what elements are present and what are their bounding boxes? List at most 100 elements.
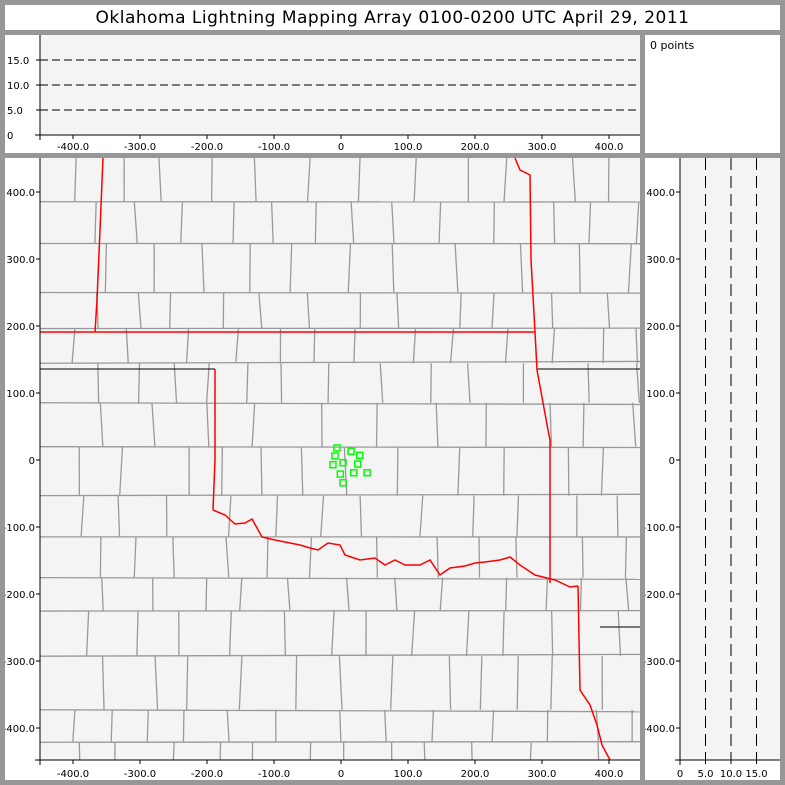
state-border-texas-east	[577, 585, 611, 761]
y-tick-label: -100.0	[645, 523, 675, 534]
county-line	[635, 363, 640, 403]
county-line	[338, 656, 343, 710]
state-border-colorado-kansas	[94, 158, 104, 333]
x-tick-label: -100.0	[258, 769, 290, 780]
x-tick-label: 0	[338, 769, 344, 780]
county-line	[205, 577, 208, 612]
county-line	[616, 495, 619, 537]
county-line	[253, 158, 257, 202]
y-tick-label: -400.0	[645, 724, 675, 735]
county-line	[227, 495, 232, 537]
x-tick-label: 300.0	[528, 769, 557, 780]
county-line	[391, 201, 395, 244]
county-line	[314, 201, 317, 244]
county-line	[579, 577, 583, 612]
county-line	[258, 292, 263, 329]
county-line	[339, 709, 342, 743]
lightning-point	[349, 468, 358, 477]
county-line	[472, 495, 475, 537]
county-line	[146, 709, 149, 743]
point-count: 0 points	[650, 39, 695, 52]
county-line	[228, 611, 232, 657]
y-tick-label: -400.0	[5, 724, 35, 735]
county-line	[550, 292, 554, 329]
county-line	[158, 158, 162, 202]
county-line	[125, 328, 129, 364]
county-line	[347, 243, 352, 293]
x-tick-label: 0	[677, 769, 683, 780]
x-tick-label: 10.0	[720, 769, 742, 780]
county-line	[448, 656, 452, 710]
county-line	[359, 495, 363, 537]
county-line	[597, 742, 600, 760]
county-line	[571, 158, 577, 202]
county-line	[345, 577, 350, 612]
county-line	[182, 709, 185, 743]
x-tick-label: 200.0	[461, 142, 490, 153]
county-line	[379, 363, 384, 403]
county-line	[151, 402, 156, 447]
lightning-point	[356, 451, 364, 460]
x-tick-label: 400.0	[595, 769, 624, 780]
side-altitude-panel[interactable]: 400.0 300.0 200.0 100.0 0 -100.0 -200.0 -300.0 -…	[645, 158, 780, 780]
altitude-panel[interactable]: 0 5.0 10.0 15.0 -400.0 -300.0 -200.0 -100.0 0 100…	[5, 35, 640, 153]
county-line	[394, 577, 398, 612]
state-border-east	[514, 158, 551, 583]
y-tick-label: 10.0	[7, 81, 29, 92]
county-line	[300, 446, 304, 496]
y-tick-label: 100.0	[646, 389, 675, 400]
county-line	[308, 536, 313, 578]
county-line	[439, 577, 444, 612]
county-line	[40, 653, 640, 657]
county-line	[357, 158, 361, 202]
county-line	[627, 243, 632, 293]
x-tick-label: 100.0	[394, 142, 423, 153]
county-line	[606, 292, 611, 329]
county-line	[40, 576, 640, 581]
county-line	[588, 201, 592, 244]
x-tick-label: -100.0	[258, 142, 290, 153]
county-line	[110, 709, 113, 743]
county-line	[545, 577, 549, 612]
county-line	[435, 402, 439, 447]
county-line	[137, 292, 142, 329]
county-line	[205, 363, 210, 403]
county-line	[283, 611, 287, 657]
county-line	[99, 536, 102, 578]
county-line	[602, 328, 605, 364]
x-tick-label: 15.0	[745, 769, 767, 780]
side-altitude-plot: 400.0 300.0 200.0 100.0 0 -100.0 -200.0 -300.0 -…	[645, 158, 780, 780]
lightning-point	[363, 468, 371, 477]
county-line	[306, 292, 311, 329]
county-line	[391, 243, 395, 293]
county-line	[471, 742, 473, 760]
county-line	[280, 363, 283, 403]
x-tick-label: 400.0	[595, 142, 624, 153]
county-line	[185, 656, 189, 710]
county-line	[423, 742, 426, 760]
county-line	[410, 611, 416, 657]
county-line	[286, 577, 291, 612]
plan-view-panel[interactable]: 400.0 300.0 200.0 100.0 0 -100.0 -200.0 -300.0 -…	[5, 158, 640, 780]
y-tick-label: 100.0	[6, 389, 35, 400]
county-line	[80, 495, 85, 537]
county-line	[117, 495, 121, 537]
county-line	[40, 360, 640, 364]
state-border-red-river	[212, 509, 579, 588]
county-line	[635, 201, 640, 244]
county-line	[275, 495, 279, 537]
county-line	[172, 536, 175, 578]
county-line	[550, 656, 553, 710]
plot-title: Oklahoma Lightning Mapping Array 0100-02…	[5, 5, 780, 30]
lightning-point	[347, 447, 355, 456]
lightning-point	[336, 470, 345, 478]
county-line	[94, 201, 97, 244]
county-line	[104, 243, 108, 293]
county-line	[396, 446, 399, 496]
county-line	[210, 158, 213, 202]
county-line	[225, 536, 230, 578]
county-line	[40, 402, 640, 406]
county-line	[238, 656, 243, 710]
county-line	[515, 536, 518, 578]
county-line	[551, 328, 556, 364]
